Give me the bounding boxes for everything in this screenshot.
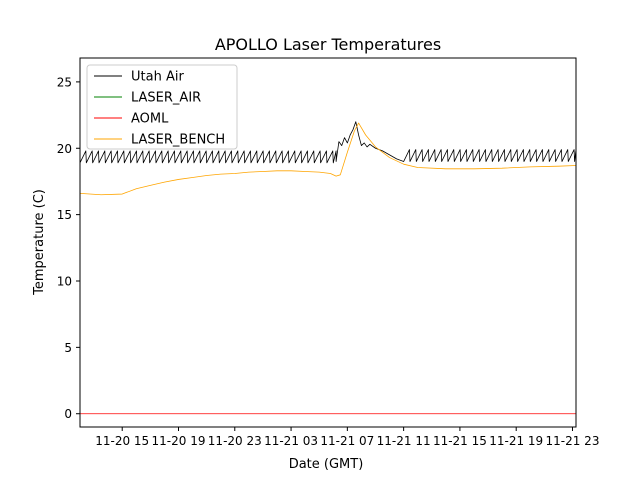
legend-box — [86, 64, 238, 150]
legend-label-laser-air: LASER_AIR — [131, 91, 201, 106]
legend-label-aoml: AOML — [131, 112, 169, 127]
x-tick-label: 11-20 19 — [152, 434, 206, 448]
x-tick-label: 11-21 19 — [489, 434, 543, 448]
x-tick-label: 11-21 23 — [546, 434, 600, 448]
x-tick-label: 11-20 15 — [95, 434, 149, 448]
y-tick-label: 25 — [57, 75, 72, 89]
y-tick-label: 15 — [57, 208, 72, 222]
y-tick-label: 0 — [64, 407, 72, 421]
series-line-utah-air — [79, 121, 577, 164]
y-tick-label: 20 — [57, 142, 72, 156]
chart-title: APOLLO Laser Temperatures — [215, 35, 441, 54]
series-line-laser-bench — [79, 122, 577, 196]
x-tick-label: 11-21 15 — [433, 434, 487, 448]
x-tick-label: 11-20 23 — [208, 434, 262, 448]
y-axis: 0 5 10 15 20 25 — [57, 75, 80, 421]
y-tick-label: 10 — [57, 274, 72, 288]
plot-frame — [79, 57, 577, 428]
x-tick-label: 11-21 03 — [264, 434, 318, 448]
y-axis-label: Temperature (C) — [32, 189, 47, 296]
y-tick-label: 5 — [64, 341, 72, 355]
legend-label-utah-air: Utah Air — [131, 70, 184, 85]
x-tick-label: 11-21 11 — [377, 434, 431, 448]
legend-label-laser-bench: LASER_BENCH — [131, 133, 225, 148]
x-axis-label: Date (GMT) — [289, 457, 364, 472]
series-layer — [79, 121, 577, 415]
x-tick-label: 11-21 07 — [320, 434, 374, 448]
x-axis: 11-20 15 11-20 19 11-20 23 11-21 03 11-21 07… — [95, 427, 599, 448]
legend: Utah Air LASER_AIR AOML LASER_BENCH — [86, 64, 238, 150]
